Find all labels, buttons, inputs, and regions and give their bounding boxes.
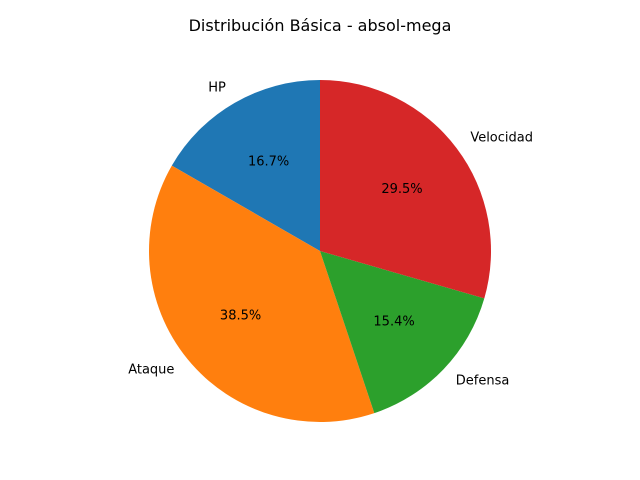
slice-label-velocidad: Velocidad <box>470 130 533 145</box>
pie-slice-hp <box>171 80 320 251</box>
pie-slice-defensa <box>320 251 485 414</box>
slice-value-hp: 16.7% <box>248 155 289 170</box>
pie-slices <box>148 80 492 422</box>
slice-value-ataque: 38.5% <box>220 308 261 323</box>
slice-label-hp: HP <box>208 81 226 96</box>
pie-slice-ataque <box>148 165 375 422</box>
slice-label-defensa: Defensa <box>456 374 510 389</box>
chart-title: Distribución Básica - absol-mega <box>189 16 452 35</box>
slice-label-ataque: Ataque <box>128 363 174 378</box>
slice-value-defensa: 15.4% <box>373 315 414 330</box>
slice-value-velocidad: 29.5% <box>381 182 422 197</box>
pie-slice-velocidad <box>320 80 492 299</box>
pie-labels: HP 16.7% Ataque 38.5% Defensa 15.4% Velocidad 2… <box>128 81 533 389</box>
